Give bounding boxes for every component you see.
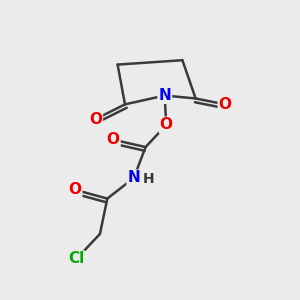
Text: H: H	[143, 172, 155, 186]
Text: O: O	[107, 132, 120, 147]
Text: O: O	[219, 97, 232, 112]
Text: Cl: Cl	[68, 251, 85, 266]
Text: N: N	[158, 88, 171, 103]
Text: O: O	[68, 182, 81, 197]
Text: O: O	[89, 112, 102, 127]
Text: O: O	[160, 118, 173, 133]
Text: N: N	[128, 170, 140, 185]
